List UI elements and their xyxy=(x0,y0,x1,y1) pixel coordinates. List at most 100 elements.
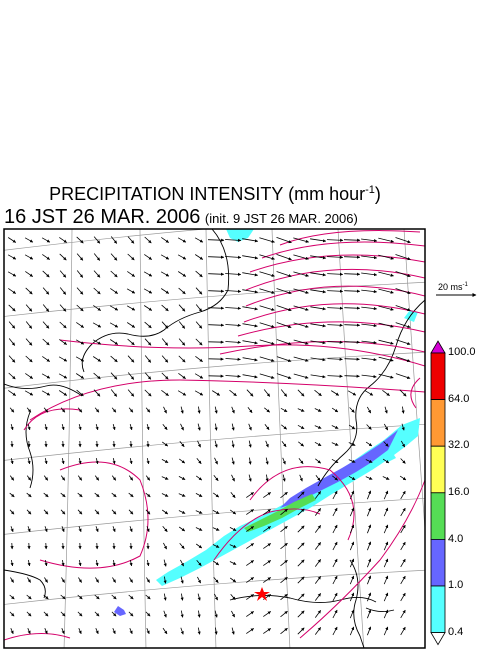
wind-arrow xyxy=(128,492,134,498)
wind-arrow xyxy=(225,374,241,378)
wind-arrow xyxy=(161,509,169,515)
wind-arrow xyxy=(111,611,117,617)
wind-arrow xyxy=(263,560,271,566)
wind-arrow xyxy=(225,340,241,344)
wind-arrow xyxy=(196,458,202,464)
wind-arrow xyxy=(314,627,322,635)
wind-arrow xyxy=(59,253,67,261)
wind-arrow xyxy=(194,254,204,260)
wind-arrow xyxy=(349,575,355,585)
wind-arrow xyxy=(246,594,254,600)
wind-arrow xyxy=(8,288,16,294)
wind-arrow xyxy=(344,272,361,276)
wind-arrow xyxy=(160,254,170,260)
wind-arrow xyxy=(145,475,151,481)
wind-arrow xyxy=(364,390,374,396)
wind-arrow xyxy=(94,407,100,413)
wind-arrow xyxy=(314,525,322,533)
colorbar-swatch xyxy=(430,492,446,540)
wind-arrow xyxy=(61,560,65,567)
wind-arrow xyxy=(259,237,275,243)
rain-patch-east xyxy=(404,310,418,322)
wind-arrow xyxy=(126,288,136,294)
wind-arrow xyxy=(76,287,84,295)
wind-arrow xyxy=(178,321,186,329)
wind-arrow xyxy=(395,305,411,312)
wind-arrow xyxy=(282,457,286,465)
wind-arrow xyxy=(94,509,100,515)
wind-arrow xyxy=(242,289,259,294)
wind-arrow xyxy=(41,237,51,243)
wind-arrow xyxy=(361,323,377,328)
wind-arrow xyxy=(27,526,31,533)
wind-arrow xyxy=(280,525,288,533)
wind-arrow xyxy=(195,270,203,278)
wind-arrow xyxy=(280,407,288,413)
wind-arrow xyxy=(297,542,305,550)
wind-arrow xyxy=(25,287,33,295)
wind-arrow xyxy=(163,542,167,550)
wind-arrow xyxy=(25,355,33,363)
wind-arrow xyxy=(76,389,84,397)
wind-arrow xyxy=(180,559,184,567)
wind-arrow xyxy=(7,254,17,260)
wind-arrow xyxy=(280,559,288,567)
wind-arrow xyxy=(242,340,258,345)
wind-arrow xyxy=(348,442,356,446)
wind-arrow xyxy=(327,357,343,361)
colorbar-label-32: 32.0 xyxy=(448,439,470,451)
wind-arrow xyxy=(8,372,16,380)
wind-arrow xyxy=(378,288,394,294)
wind-arrow xyxy=(163,406,167,414)
wind-arrow xyxy=(214,593,218,601)
wind-arrow xyxy=(208,255,225,259)
wind-arrow xyxy=(44,458,48,465)
wind-arrow xyxy=(92,356,102,362)
wind-arrow xyxy=(24,254,34,260)
wind-arrow xyxy=(144,338,152,346)
wind-arrow xyxy=(383,575,389,585)
wind-arrow xyxy=(180,610,184,618)
wind-arrow xyxy=(9,475,15,481)
wind-arrow xyxy=(26,492,32,498)
wind-arrow xyxy=(44,628,48,635)
wind-arrow xyxy=(161,459,169,463)
wind-arrow xyxy=(127,389,135,397)
wind-arrow xyxy=(76,304,84,312)
wind-arrow xyxy=(314,593,322,601)
wind-arrow xyxy=(310,374,326,379)
wind-arrow xyxy=(177,390,187,396)
precipitation-colorbar xyxy=(430,340,446,646)
wind-arrow xyxy=(161,493,169,497)
wind-arrow xyxy=(144,236,152,244)
wind-arrow xyxy=(242,238,259,243)
wind-arrow xyxy=(399,389,407,397)
wind-arrow xyxy=(179,543,185,549)
wind-arrow xyxy=(361,374,377,379)
wind-arrow xyxy=(214,440,218,448)
wind-arrow xyxy=(400,558,406,568)
wind-arrow xyxy=(163,610,167,618)
station-star-icon xyxy=(254,587,270,601)
wind-arrow xyxy=(110,253,118,261)
wind-arrow xyxy=(297,593,305,601)
wind-arrow xyxy=(160,288,170,294)
wind-arrow xyxy=(263,611,271,617)
wind-arrow xyxy=(59,321,67,329)
wind-arrow xyxy=(314,559,322,567)
wind-arrow xyxy=(42,270,50,278)
wind-arrow xyxy=(143,305,153,311)
wind-arrow xyxy=(44,526,48,533)
wind-arrow xyxy=(8,338,16,346)
wind-arrow xyxy=(128,407,134,413)
wind-arrow xyxy=(230,594,236,600)
wind-arrow xyxy=(76,236,84,244)
wind-arrow xyxy=(315,458,321,464)
wind-arrow xyxy=(242,272,259,277)
wind-arrow xyxy=(111,492,117,498)
wind-arrow xyxy=(331,458,339,464)
wind-arrow xyxy=(95,458,99,465)
wind-arrow xyxy=(310,272,327,277)
wind-arrow xyxy=(212,527,220,531)
map-frame xyxy=(3,228,426,649)
